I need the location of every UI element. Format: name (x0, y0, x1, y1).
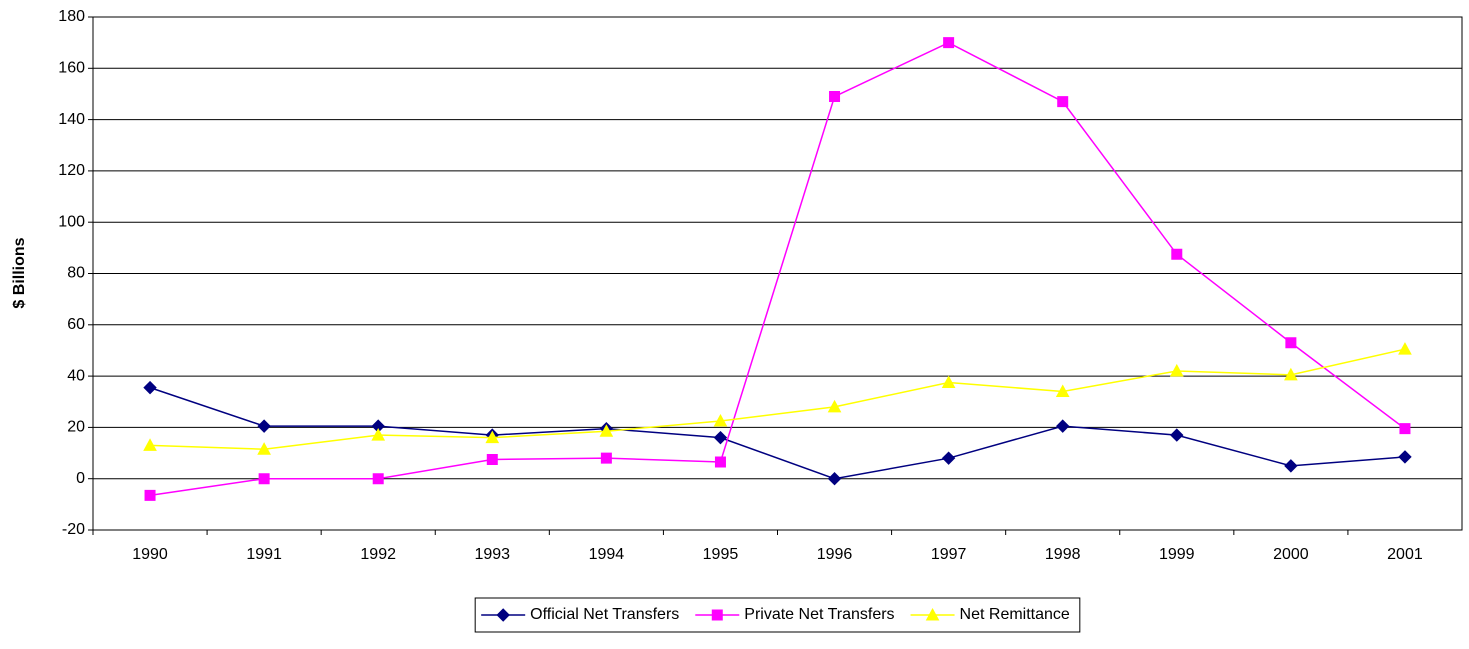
marker (372, 473, 384, 485)
marker (257, 419, 271, 433)
marker (144, 489, 156, 501)
x-tick-label: 2001 (1387, 546, 1423, 563)
marker (1057, 96, 1069, 108)
marker (941, 375, 956, 389)
x-tick-label: 1995 (703, 546, 739, 563)
marker (713, 430, 728, 445)
marker (599, 424, 614, 437)
marker (486, 453, 498, 465)
y-tick-label: 180 (58, 8, 85, 25)
marker (827, 471, 842, 486)
x-tick-label: 1996 (817, 546, 853, 563)
marker (496, 608, 510, 622)
legend-item: Private Net Transfers (695, 606, 895, 623)
y-tick-label: 60 (67, 316, 85, 333)
y-tick-label: -20 (62, 521, 85, 538)
x-tick-label: 1991 (246, 546, 282, 563)
series-line (150, 348, 1406, 450)
marker (1284, 367, 1298, 381)
marker (713, 413, 728, 427)
marker (1171, 248, 1183, 260)
y-tick-label: 100 (58, 213, 85, 230)
marker (600, 452, 612, 464)
marker (925, 607, 940, 621)
marker (943, 37, 955, 49)
series-line (149, 386, 1406, 480)
marker (485, 430, 500, 444)
marker (1399, 423, 1411, 435)
marker (143, 438, 157, 451)
x-tick-label: 1990 (132, 546, 168, 563)
marker (1285, 337, 1297, 349)
x-tick-label: 1994 (589, 546, 625, 563)
marker (257, 442, 271, 455)
marker (827, 399, 842, 413)
marker (1398, 450, 1412, 464)
marker (941, 451, 956, 465)
x-tick-label: 1992 (360, 546, 396, 563)
legend: Official Net Transfers Private Net Transf… (474, 597, 1081, 633)
y-tick-label: 40 (67, 367, 85, 384)
marker (1055, 384, 1070, 397)
y-tick-label: 160 (58, 60, 85, 77)
marker (1398, 342, 1412, 355)
y-tick-label: 140 (58, 111, 85, 128)
y-tick-label: 120 (58, 162, 85, 179)
legend-box (474, 597, 1081, 633)
marker (1284, 459, 1298, 473)
marker (1170, 428, 1184, 442)
marker (371, 428, 386, 441)
legend-label: Private Net Transfers (744, 606, 894, 623)
x-tick-label: 1998 (1045, 546, 1081, 563)
legend-label: Official Net Transfers (530, 606, 679, 623)
legend-item: Net Remittance (910, 606, 1070, 623)
marker (829, 91, 841, 103)
x-tick-label: 2000 (1273, 546, 1309, 563)
x-tick-label: 1993 (474, 546, 510, 563)
marker (1056, 419, 1070, 433)
marker (143, 380, 157, 395)
y-tick-label: 20 (67, 419, 85, 436)
marker (1169, 363, 1184, 377)
marker (258, 473, 270, 485)
legend-item: Official Net Transfers (481, 606, 679, 623)
marker (714, 456, 726, 468)
y-axis-title: $ Billions (11, 237, 28, 308)
y-tick-label: 80 (67, 265, 85, 282)
legend-label: Net Remittance (960, 606, 1070, 623)
x-tick-label: 1999 (1159, 546, 1195, 563)
y-tick-label: 0 (76, 470, 85, 487)
marker (711, 609, 723, 621)
series-line (149, 41, 1406, 497)
x-tick-label: 1997 (931, 546, 967, 563)
